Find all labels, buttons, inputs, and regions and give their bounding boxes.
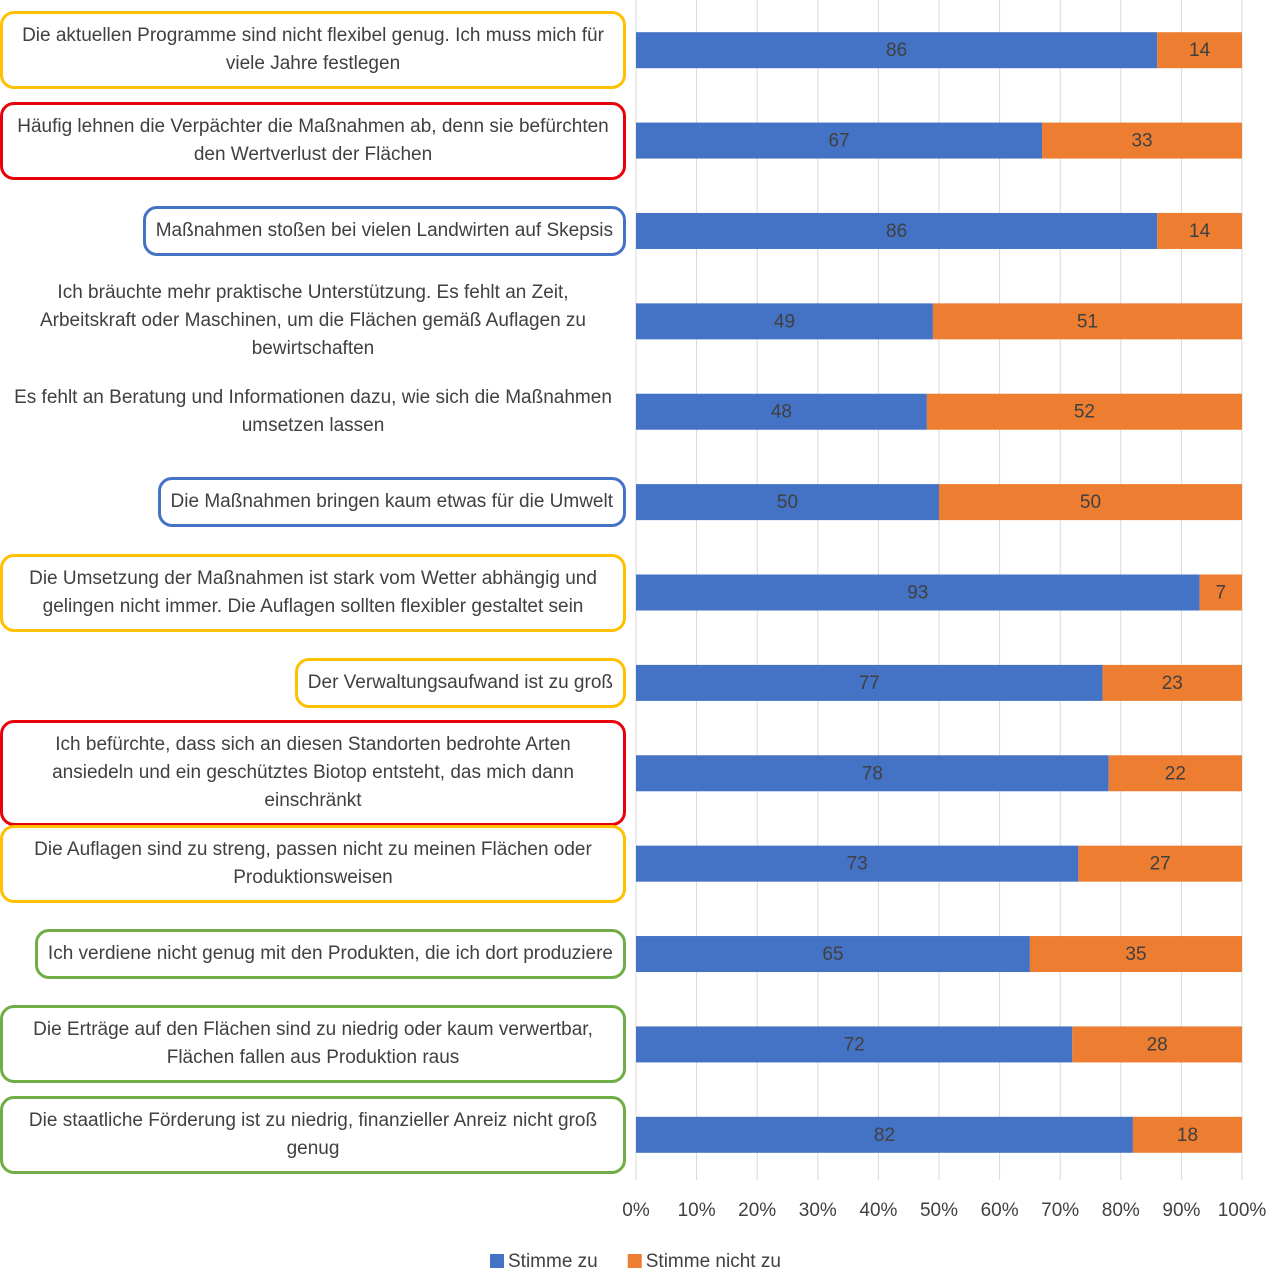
data-label: 86 (886, 221, 907, 242)
bar-segment (1199, 574, 1242, 611)
category-row-label: Ich verdiene nicht genug mit den Produkt… (34, 929, 626, 980)
bar-segment (636, 122, 1043, 159)
category-row-label: Ich bräuchte mehr praktische Unterstützu… (0, 268, 626, 374)
data-label: 78 (862, 763, 883, 784)
category-label: Ich verdiene nicht genug mit den Produkt… (34, 929, 626, 980)
data-label: 48 (771, 402, 792, 423)
category-label: Die Erträge auf den Flächen sind zu nied… (0, 1005, 626, 1084)
x-tick-label: 10% (678, 1200, 716, 1221)
bar-segment (1157, 212, 1242, 249)
bar-segment (636, 393, 927, 430)
bar-segment (636, 664, 1103, 701)
bar-segment (636, 484, 939, 521)
data-label: 14 (1189, 221, 1211, 242)
data-label: 49 (774, 311, 795, 332)
category-row-label: Ich befürchte, dass sich an diesen Stand… (0, 720, 626, 827)
data-label: 73 (847, 854, 868, 875)
data-label: 65 (822, 944, 843, 965)
data-label: 51 (1077, 311, 1098, 332)
bar-segment (1078, 845, 1242, 882)
category-row-label: Die staatliche Förderung ist zu niedrig,… (0, 1095, 626, 1174)
data-label: 52 (1074, 402, 1095, 423)
x-tick-label: 80% (1102, 1200, 1140, 1221)
bar-segment (636, 303, 933, 340)
bar-segment (636, 1116, 1133, 1153)
category-label: Die Auflagen sind zu streng, passen nich… (0, 824, 626, 903)
category-label: Die aktuellen Programme sind nicht flexi… (0, 11, 626, 90)
x-tick-label: 30% (799, 1200, 837, 1221)
x-tick-label: 0% (622, 1200, 650, 1221)
bar-segment (1157, 32, 1242, 69)
category-label: Der Verwaltungsaufwand ist zu groß (294, 657, 626, 708)
legend-swatch (627, 1254, 642, 1268)
bar-segment (1029, 936, 1242, 973)
data-label: 27 (1150, 854, 1171, 875)
bar-segment (939, 484, 1242, 521)
bar-segment (636, 755, 1109, 792)
category-label: Maßnahmen stoßen bei vielen Landwirten a… (142, 205, 626, 256)
category-row-label: Maßnahmen stoßen bei vielen Landwirten a… (142, 205, 626, 256)
data-label: 28 (1147, 1034, 1168, 1055)
data-label: 23 (1162, 673, 1183, 694)
category-label: Ich befürchte, dass sich an diesen Stand… (0, 720, 626, 827)
category-row-label: Häufig lehnen die Verpächter die Maßnahm… (0, 101, 626, 180)
x-tick-label: 70% (1041, 1200, 1079, 1221)
x-tick-label: 40% (859, 1200, 897, 1221)
bar-segment (1108, 755, 1242, 792)
data-label: 33 (1131, 131, 1152, 152)
category-label: Die Umsetzung der Maßnahmen ist stark vo… (0, 553, 626, 632)
data-label: 22 (1165, 763, 1186, 784)
bar-segment (926, 393, 1242, 430)
data-label: 14 (1189, 40, 1211, 61)
bar-segment (1102, 664, 1242, 701)
data-label: 35 (1125, 944, 1146, 965)
category-row-label: Es fehlt an Beratung und Informationen d… (0, 373, 626, 451)
bar-segment (636, 574, 1200, 611)
category-row-label: Die aktuellen Programme sind nicht flexi… (0, 11, 626, 90)
x-tick-label: 20% (738, 1200, 776, 1221)
bar-segment (1072, 1026, 1242, 1063)
data-label: 50 (777, 492, 798, 513)
bar-segment (932, 303, 1242, 340)
data-label: 77 (859, 673, 880, 694)
data-label: 86 (886, 40, 907, 61)
category-row-label: Die Auflagen sind zu streng, passen nich… (0, 824, 626, 903)
category-label: Häufig lehnen die Verpächter die Maßnahm… (0, 101, 626, 180)
data-label: 93 (907, 583, 928, 604)
bar-segment (636, 32, 1158, 69)
category-row-label: Der Verwaltungsaufwand ist zu groß (294, 657, 626, 708)
category-row-label: Die Umsetzung der Maßnahmen ist stark vo… (0, 553, 626, 632)
category-label: Ich bräuchte mehr praktische Unterstützu… (39, 282, 586, 360)
category-label: Es fehlt an Beratung und Informationen d… (14, 386, 612, 436)
x-tick-label: 50% (920, 1200, 958, 1221)
data-label: 82 (874, 1125, 895, 1146)
bar-segment (1132, 1116, 1242, 1153)
category-row-label: Die Erträge auf den Flächen sind zu nied… (0, 1005, 626, 1084)
x-tick-label: 60% (981, 1200, 1019, 1221)
bar-segment (636, 936, 1030, 973)
data-label: 50 (1080, 492, 1101, 513)
data-label: 72 (844, 1034, 865, 1055)
x-tick-label: 90% (1162, 1200, 1200, 1221)
bar-segment (636, 212, 1158, 249)
legend-label: Stimme zu (508, 1251, 598, 1272)
legend-label: Stimme nicht zu (646, 1251, 781, 1272)
bar-segment (1042, 122, 1242, 159)
data-label: 67 (828, 131, 849, 152)
data-label: 18 (1177, 1125, 1198, 1146)
bar-segment (636, 1026, 1073, 1063)
category-label: Die staatliche Förderung ist zu niedrig,… (0, 1095, 626, 1174)
x-tick-label: 100% (1218, 1200, 1267, 1221)
bar-segment (636, 845, 1079, 882)
category-row-label: Die Maßnahmen bringen kaum etwas für die… (157, 477, 626, 528)
category-label: Die Maßnahmen bringen kaum etwas für die… (157, 477, 626, 528)
legend-swatch (490, 1254, 504, 1268)
data-label: 7 (1216, 583, 1227, 604)
